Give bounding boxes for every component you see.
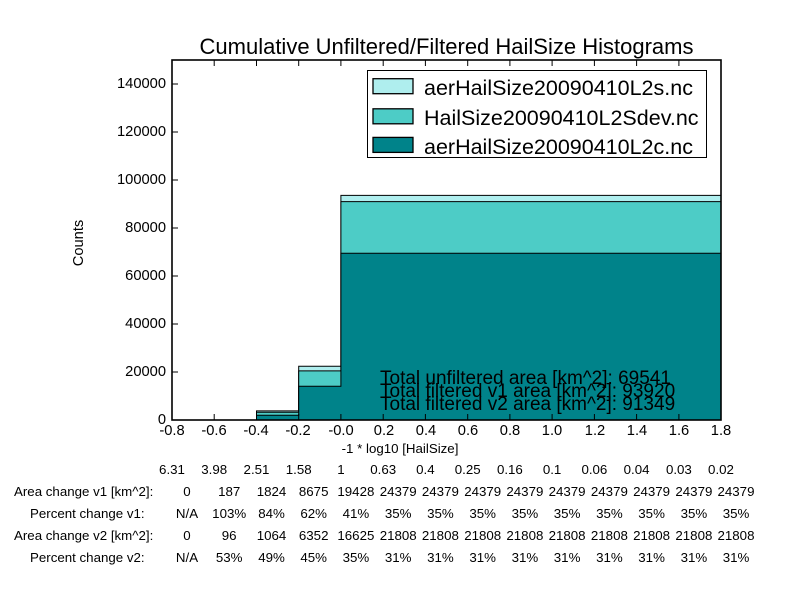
svg-text:Counts: Counts xyxy=(71,220,87,267)
